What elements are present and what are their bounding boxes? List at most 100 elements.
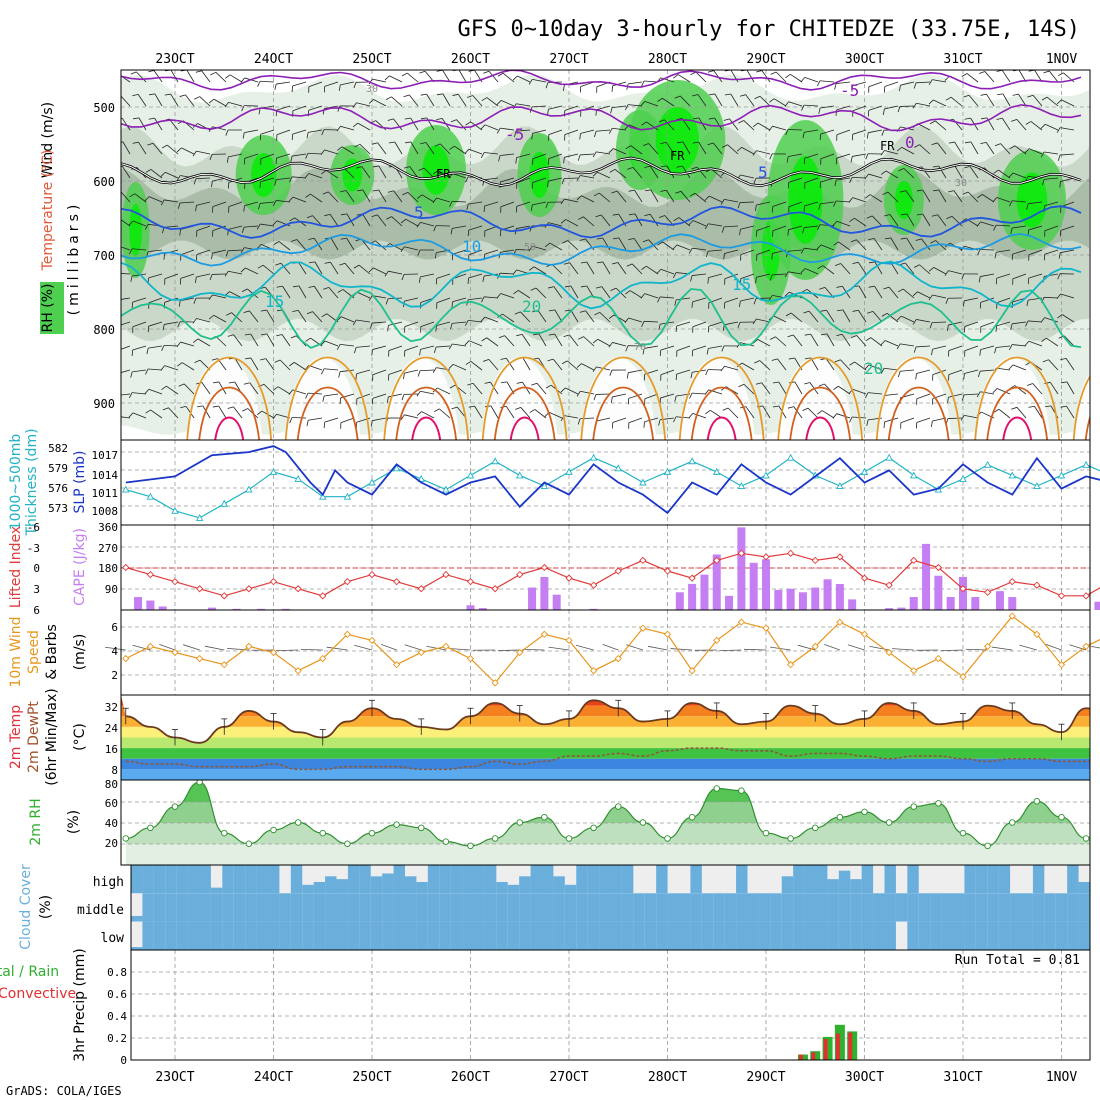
wind-barb-flag xyxy=(658,324,661,331)
wind-barb-shaft xyxy=(632,263,643,275)
lifted-index-point xyxy=(860,574,869,582)
wind-barb-shaft xyxy=(533,266,547,275)
wind-barb-shaft xyxy=(708,345,723,349)
wind-barb-shaft xyxy=(148,249,163,253)
wind-barb-flag xyxy=(850,156,853,163)
wind-barb-shaft xyxy=(887,191,899,203)
cape-bar xyxy=(552,594,561,610)
wind-barb-flag xyxy=(336,344,341,350)
wind-barb-shaft xyxy=(136,71,147,83)
cloud-cell xyxy=(747,921,760,950)
wind-barb-flag xyxy=(896,315,902,321)
wind-barb-shaft xyxy=(212,294,227,299)
wind-barb-flag xyxy=(993,224,997,231)
wind-barb-flag xyxy=(208,98,215,104)
wind10m-line xyxy=(125,615,1100,684)
wind-barb-flag xyxy=(224,102,229,108)
wind-barb-shaft xyxy=(404,369,419,374)
wind-barb-shaft xyxy=(121,345,131,350)
wind-barb-flag xyxy=(610,107,613,114)
wind-barb-flag xyxy=(818,203,821,210)
wind-barb-flag xyxy=(450,228,453,235)
wind-barb-shaft xyxy=(643,320,659,323)
wind-barb-shaft xyxy=(420,273,435,278)
wind-barb-flag xyxy=(308,237,315,240)
cape-bar xyxy=(811,587,820,610)
cloud-cell xyxy=(576,921,589,950)
wind-barb-shaft xyxy=(1012,364,1027,371)
wind-barb-shaft xyxy=(581,363,595,371)
wind-barb-shaft xyxy=(676,369,691,375)
wind10m-grid xyxy=(121,610,1090,695)
wind-barb-shaft xyxy=(804,268,819,275)
cloud-cell-bg xyxy=(930,865,942,894)
wind-barb-shaft xyxy=(756,249,771,256)
wind-barb-flag xyxy=(402,191,409,196)
temperature-axis-label: Temperature (°C) xyxy=(40,150,56,272)
wind-barb-flag xyxy=(804,357,812,360)
wind-barb-shaft xyxy=(122,166,131,179)
wind-barb-flag xyxy=(417,370,421,377)
wind-barb-shaft xyxy=(762,405,771,419)
wind-barb-shaft xyxy=(122,141,131,155)
wind-barb-flag xyxy=(676,165,683,168)
wind-barb-flag xyxy=(576,363,582,368)
wind-barb-flag xyxy=(130,275,133,282)
wind-barb-flag xyxy=(386,396,389,403)
wind-barb-flag xyxy=(820,309,827,312)
wind-barb-flag xyxy=(496,127,501,134)
wind10m-barb xyxy=(892,648,914,651)
wind10m-point xyxy=(934,654,943,663)
thickness-point xyxy=(786,453,795,461)
wind-barb-shaft xyxy=(692,297,707,303)
wind-barb-shaft xyxy=(916,417,931,423)
wind-barb-flag xyxy=(241,227,245,233)
wind-barb-shaft xyxy=(692,392,707,395)
wind-barb-shaft xyxy=(580,129,595,134)
wind-barb-flag xyxy=(833,385,839,391)
wind-barb-shaft xyxy=(452,297,467,303)
wind-barb-shaft xyxy=(708,249,723,252)
wind-barb-shaft xyxy=(996,388,1011,395)
cloud-cell xyxy=(279,893,292,922)
cape-bar xyxy=(749,562,758,610)
wind-barb-flag xyxy=(642,239,649,243)
isotherm-10 xyxy=(121,233,1082,267)
wind-barb-shaft xyxy=(170,93,179,107)
cloud-cell-bg xyxy=(895,865,908,894)
wind-barb-shaft xyxy=(692,413,707,419)
isotherm-30-arch xyxy=(592,386,655,440)
wind-barb-flag xyxy=(866,419,869,426)
wind-barb-flag xyxy=(162,407,169,411)
wind-barb-flag xyxy=(660,141,667,145)
wind-barb-shaft xyxy=(1065,358,1075,371)
rh-saturated-core xyxy=(129,203,142,257)
wind-barb-flag xyxy=(305,153,309,159)
lifted-index-point xyxy=(786,549,795,557)
wind-barb-flag xyxy=(963,373,965,380)
rh2m-point xyxy=(541,813,548,821)
wind-barb-flag xyxy=(481,97,488,102)
wind-barb-flag xyxy=(784,291,790,297)
isotherm-30-arch xyxy=(986,386,1049,440)
lifted-index-point xyxy=(466,578,475,586)
wind-barb-shaft xyxy=(602,261,611,275)
wind-barb-flag xyxy=(289,217,295,222)
rh2m-point xyxy=(836,813,844,821)
thickness-point xyxy=(737,482,746,489)
wind-barb-shaft xyxy=(372,321,387,324)
wind-barb-shaft xyxy=(148,388,163,395)
rh2m-point xyxy=(910,803,918,810)
temp-band xyxy=(121,758,1090,770)
wind-barb-shaft xyxy=(616,190,627,203)
cloud-cell xyxy=(131,947,143,950)
wind-barb-flag xyxy=(964,166,971,169)
thickness-point xyxy=(491,457,499,465)
wind-barb-shaft xyxy=(201,70,211,83)
wind-barb-flag xyxy=(145,368,149,375)
wind-barb-shaft xyxy=(165,171,179,179)
wind-barb-shaft xyxy=(836,153,851,159)
wind-barb-flag xyxy=(195,205,197,212)
wind-barb-flag xyxy=(976,391,981,398)
